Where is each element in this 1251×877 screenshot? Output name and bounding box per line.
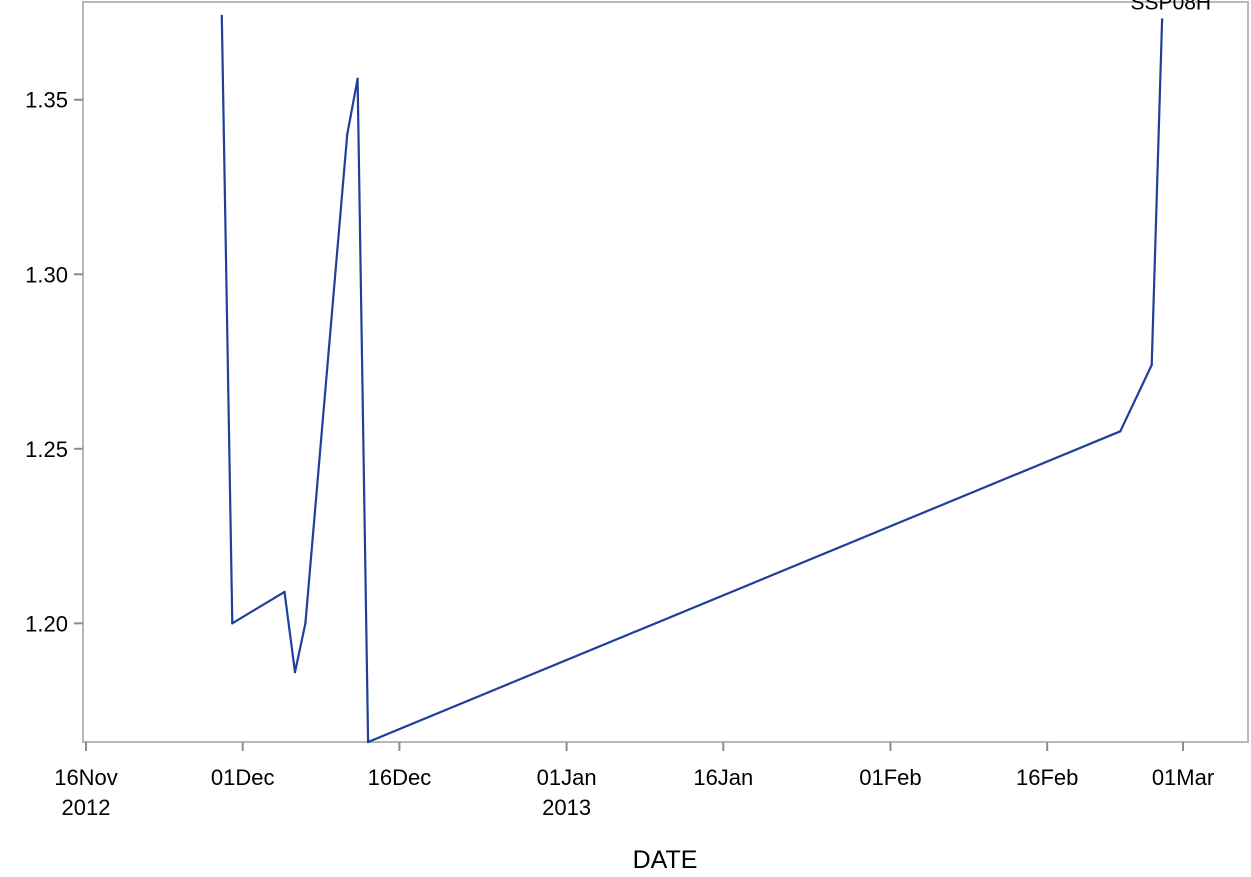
series-line (220, 14, 1164, 744)
y-tick-label: 1.20 (25, 611, 68, 636)
series-group: SSP08H (220, 0, 1212, 744)
x-tick-year-label: 2013 (542, 795, 591, 820)
x-tick-label: 01Jan (537, 765, 597, 790)
y-tick-label: 1.25 (25, 437, 68, 462)
data-point (1119, 430, 1122, 433)
data-point (220, 14, 224, 18)
data-point (293, 670, 297, 674)
x-axis-title: DATE (633, 846, 698, 874)
data-point (231, 622, 234, 625)
y-axis: 1.20 1.25 1.30 1.35 (25, 88, 83, 636)
x-tick-year-label: 2012 (62, 795, 111, 820)
y-tick-label: 1.30 (25, 262, 68, 287)
data-point (283, 590, 286, 594)
data-point (304, 622, 307, 625)
x-tick-label: 01Dec (211, 765, 275, 790)
x-tick-label: 16Nov (54, 765, 118, 790)
x-tick-label: 01Feb (859, 765, 921, 790)
x-tick-label: 01Mar (1152, 765, 1214, 790)
y-tick-label: 1.35 (25, 88, 68, 113)
data-point (1150, 363, 1153, 367)
plot-area-frame (82, 1, 1249, 743)
data-point (366, 740, 370, 744)
x-tick-label: 16Dec (368, 765, 432, 790)
x-tick-label: 16Feb (1016, 765, 1078, 790)
x-tick-label: 16Jan (693, 765, 753, 790)
data-point (356, 77, 359, 80)
data-point (345, 133, 349, 136)
series-end-label: SSP08H (1131, 0, 1212, 14)
x-axis: 16Nov 2012 01Dec 16Dec 01Jan 2013 16Jan 01Feb 16… (54, 742, 1214, 820)
data-point (1160, 18, 1164, 21)
